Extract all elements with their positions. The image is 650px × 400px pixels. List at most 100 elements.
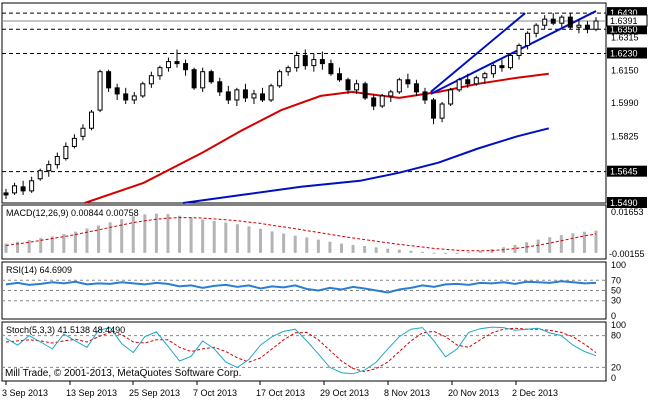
candle-body — [328, 63, 334, 75]
candle — [251, 89, 257, 105]
macd-bar — [201, 219, 205, 253]
macd-bar — [235, 224, 239, 253]
candle — [174, 49, 180, 68]
macd-bar — [131, 216, 135, 253]
macd-bar — [490, 249, 494, 253]
macd-bar — [467, 252, 471, 254]
level-box-label: 1.6430 — [610, 8, 638, 18]
candle-body — [46, 164, 52, 172]
candle-body — [225, 91, 231, 101]
macd-bar — [536, 239, 540, 253]
candle-body — [3, 192, 9, 196]
candle-body — [217, 81, 223, 93]
candle-body — [29, 180, 35, 192]
macd-bar — [85, 228, 89, 253]
candle — [131, 91, 137, 105]
candle-body — [123, 93, 129, 101]
candle — [533, 23, 539, 38]
rsi-tick-label: 0 — [611, 311, 616, 321]
candle — [285, 65, 291, 76]
candle — [413, 79, 419, 96]
candle-body — [285, 67, 291, 73]
candle-body — [268, 85, 274, 101]
candle-body — [550, 18, 556, 24]
date-label: 29 Oct 2013 — [320, 388, 369, 398]
candle-body — [294, 55, 300, 69]
candle-body — [345, 79, 351, 91]
candle-body — [576, 24, 582, 28]
macd-tick-label: 0.01653 — [611, 207, 644, 217]
candle-body — [542, 18, 548, 26]
level-box — [607, 197, 647, 208]
level-box-label: 1.6350 — [610, 24, 638, 34]
candle — [71, 134, 77, 149]
candle — [114, 83, 120, 100]
stoch-title: Stoch(5,3,3) 41.5138 48.4490 — [6, 325, 125, 335]
price-tick: 1.5825 — [611, 131, 639, 141]
candle-body — [533, 24, 539, 34]
macd-bar — [420, 251, 424, 253]
macd-bar — [120, 219, 124, 253]
candle — [507, 53, 513, 70]
candle-body — [37, 170, 43, 180]
ma-slow-line — [182, 127, 550, 204]
candle — [234, 87, 240, 107]
candle — [465, 73, 471, 88]
candle — [268, 83, 274, 102]
candle — [294, 51, 300, 72]
macd-bar — [166, 214, 170, 253]
date-axis: 3 Sep 2013 13 Sep 2013 25 Sep 2013 7 Oct 20… — [2, 381, 558, 398]
macd-bar — [409, 250, 413, 253]
stoch-tick-label: 100 — [611, 320, 626, 330]
candle-body — [260, 93, 266, 101]
level-box-label: 1.5645 — [610, 167, 638, 177]
candle-body — [396, 79, 402, 93]
candle — [165, 57, 171, 72]
macd-bar — [154, 213, 158, 253]
candle-body — [482, 73, 488, 79]
macd-bar — [386, 248, 390, 253]
candle-body — [302, 55, 308, 67]
candle-body — [584, 24, 590, 30]
candle — [157, 65, 163, 80]
candle — [542, 15, 548, 30]
macd-bar — [143, 214, 147, 253]
macd-bar — [97, 225, 101, 253]
macd-bar — [62, 234, 66, 253]
candle — [379, 93, 385, 109]
candle — [448, 87, 454, 107]
macd-panel: MACD(12,26,9) 0.00844 0.00758 0.01653 -0.0… — [4, 207, 645, 259]
candle — [482, 71, 488, 84]
candle — [490, 63, 496, 78]
candle-body — [191, 69, 197, 89]
candle-body — [242, 89, 248, 99]
candle-body — [89, 111, 95, 129]
candle — [516, 43, 522, 60]
candle-body — [140, 83, 146, 97]
candle — [46, 160, 52, 177]
rsi-tick-label: 100 — [611, 260, 626, 270]
macd-signal-line — [5, 217, 597, 252]
candle — [148, 71, 154, 88]
macd-bar — [548, 237, 552, 253]
macd-bar — [178, 215, 182, 253]
macd-bar — [247, 226, 251, 253]
candle-body — [277, 71, 283, 87]
candle — [208, 69, 214, 84]
macd-bar — [293, 235, 297, 253]
candle — [89, 110, 95, 131]
candle-body — [319, 59, 325, 65]
macd-bar — [73, 231, 77, 253]
macd-bar — [270, 231, 274, 253]
candle — [200, 67, 206, 92]
level-box — [607, 23, 647, 35]
candle-body — [456, 79, 462, 91]
candle-body — [311, 59, 317, 67]
candle-body — [431, 99, 437, 119]
macd-title: MACD(12,26,9) 0.00844 0.00758 — [6, 208, 139, 218]
last-price-label: 1.6391 — [610, 16, 638, 26]
candle — [106, 69, 112, 92]
macd-bar — [571, 233, 575, 253]
